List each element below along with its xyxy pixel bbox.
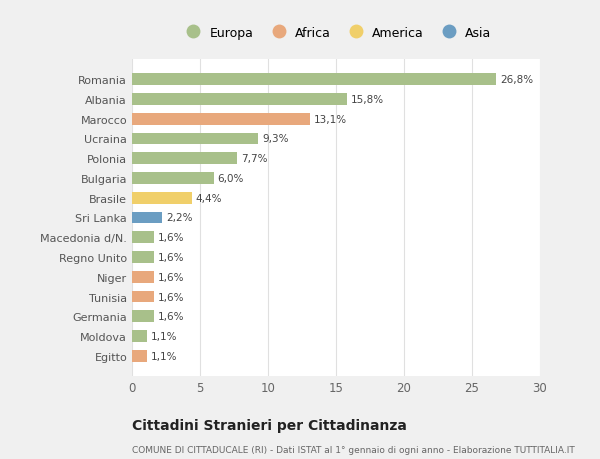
Text: 1,6%: 1,6% (158, 272, 184, 282)
Bar (132, 330, 147, 342)
Text: 1,1%: 1,1% (151, 351, 178, 361)
Text: 1,1%: 1,1% (151, 331, 178, 341)
Text: 1,6%: 1,6% (158, 233, 184, 243)
Bar (132, 74, 496, 86)
Text: COMUNE DI CITTADUCALE (RI) - Dati ISTAT al 1° gennaio di ogni anno - Elaborazion: COMUNE DI CITTADUCALE (RI) - Dati ISTAT … (132, 445, 575, 454)
Legend: Europa, Africa, America, Asia: Europa, Africa, America, Asia (176, 22, 496, 45)
Text: 6,0%: 6,0% (218, 174, 244, 184)
Bar (132, 350, 147, 362)
Text: 26,8%: 26,8% (500, 75, 533, 85)
Text: 15,8%: 15,8% (351, 95, 384, 105)
Text: 1,6%: 1,6% (158, 252, 184, 263)
Bar (132, 291, 154, 303)
Text: 4,4%: 4,4% (196, 193, 223, 203)
Bar (132, 113, 310, 125)
Text: 2,2%: 2,2% (166, 213, 193, 223)
Bar (132, 311, 154, 323)
Bar (132, 212, 162, 224)
Text: 13,1%: 13,1% (314, 114, 347, 124)
Text: Cittadini Stranieri per Cittadinanza: Cittadini Stranieri per Cittadinanza (132, 418, 407, 431)
Bar (132, 271, 154, 283)
Bar (132, 232, 154, 244)
Text: 1,6%: 1,6% (158, 312, 184, 322)
Text: 7,7%: 7,7% (241, 154, 268, 164)
Bar (132, 192, 192, 204)
Text: 9,3%: 9,3% (263, 134, 289, 144)
Bar (132, 252, 154, 263)
Bar (132, 173, 214, 185)
Bar (132, 94, 347, 106)
Text: 1,6%: 1,6% (158, 292, 184, 302)
Bar (132, 133, 259, 145)
Bar (132, 153, 237, 165)
